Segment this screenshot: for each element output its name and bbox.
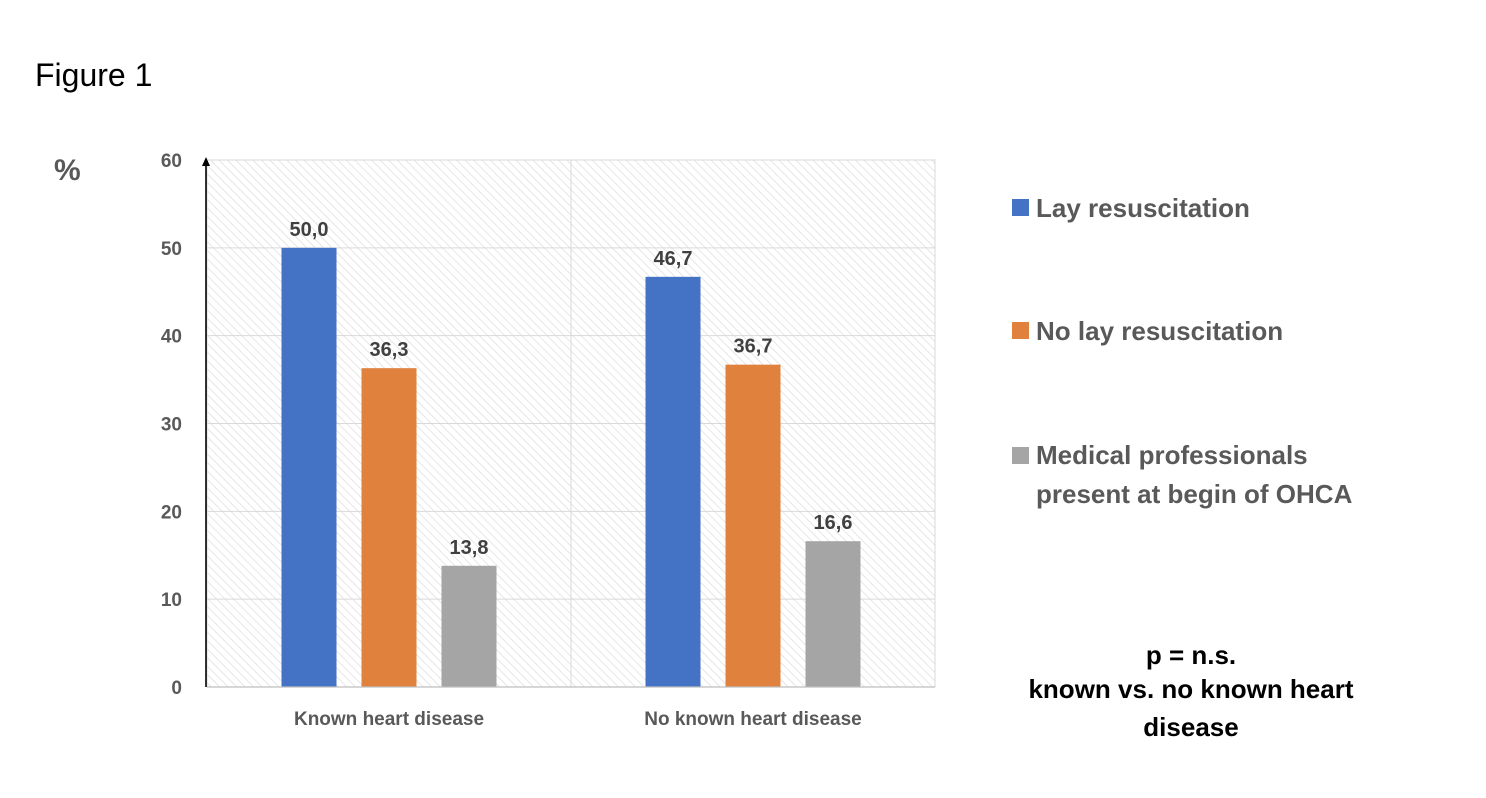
y-tick-label-50: 50 bbox=[161, 239, 182, 260]
category-labels: Known heart disease No known heart diseas… bbox=[294, 709, 862, 730]
y-tick-label-60: 60 bbox=[161, 151, 182, 172]
bar-no-known-heart-disease-lay-resuscitation bbox=[645, 276, 701, 687]
bar-known-heart-disease-lay-resuscitation bbox=[281, 247, 337, 688]
significance-note-line-3: disease bbox=[1143, 712, 1238, 742]
data-labels: 50,0 36,3 13,8 46,7 36,7 16,6 bbox=[290, 219, 853, 559]
data-label-known-heart-disease-lay-resuscitation: 50,0 bbox=[290, 219, 329, 241]
legend-label-medical-professionals-line-2: present at begin of OHCA bbox=[1036, 479, 1353, 509]
legend-swatch-lay-resuscitation bbox=[1012, 199, 1029, 216]
data-label-known-heart-disease-medical-professionals-present-at-begin-of-ohca: 13,8 bbox=[450, 537, 489, 559]
category-label-no-known-heart-disease: No known heart disease bbox=[644, 709, 862, 730]
y-tick-label-0: 0 bbox=[171, 678, 182, 699]
y-axis-arrowhead bbox=[202, 157, 210, 166]
significance-note: p = n.s. known vs. no known heart diseas… bbox=[1028, 640, 1353, 742]
y-tick-label-20: 20 bbox=[161, 502, 182, 523]
y-axis-unit-label: % bbox=[54, 154, 81, 187]
data-label-known-heart-disease-no-lay-resuscitation: 36,3 bbox=[370, 339, 409, 361]
legend-label-lay-resuscitation: Lay resuscitation bbox=[1036, 193, 1250, 223]
legend-swatch-medical-professionals bbox=[1012, 447, 1029, 464]
legend-label-medical-professionals-line-1: Medical professionals bbox=[1036, 440, 1308, 470]
bar-known-heart-disease-no-lay-resuscitation bbox=[361, 368, 417, 687]
category-label-known-heart-disease: Known heart disease bbox=[294, 709, 484, 730]
bars bbox=[281, 247, 861, 688]
legend-swatch-no-lay-resuscitation bbox=[1012, 322, 1029, 339]
bar-no-known-heart-disease-medical-professionals-present-at-begin-of-ohca bbox=[805, 541, 861, 687]
bar-known-heart-disease-medical-professionals-present-at-begin-of-ohca bbox=[441, 565, 497, 687]
figure-title: Figure 1 bbox=[35, 57, 152, 93]
y-tick-label-40: 40 bbox=[161, 327, 182, 348]
bar-no-known-heart-disease-no-lay-resuscitation bbox=[725, 364, 781, 687]
legend: Lay resuscitation No lay resuscitation M… bbox=[1012, 193, 1353, 509]
significance-note-line-1: p = n.s. bbox=[1146, 640, 1236, 670]
data-label-no-known-heart-disease-no-lay-resuscitation: 36,7 bbox=[734, 336, 773, 358]
y-tick-label-30: 30 bbox=[161, 415, 182, 436]
y-tick-labels: 0 10 20 30 40 50 60 bbox=[161, 151, 182, 699]
y-tick-label-10: 10 bbox=[161, 590, 182, 611]
data-label-no-known-heart-disease-lay-resuscitation: 46,7 bbox=[654, 248, 693, 270]
significance-note-line-2: known vs. no known heart bbox=[1028, 674, 1353, 704]
legend-label-no-lay-resuscitation: No lay resuscitation bbox=[1036, 316, 1283, 346]
data-label-no-known-heart-disease-medical-professionals-present-at-begin-of-ohca: 16,6 bbox=[814, 512, 853, 534]
